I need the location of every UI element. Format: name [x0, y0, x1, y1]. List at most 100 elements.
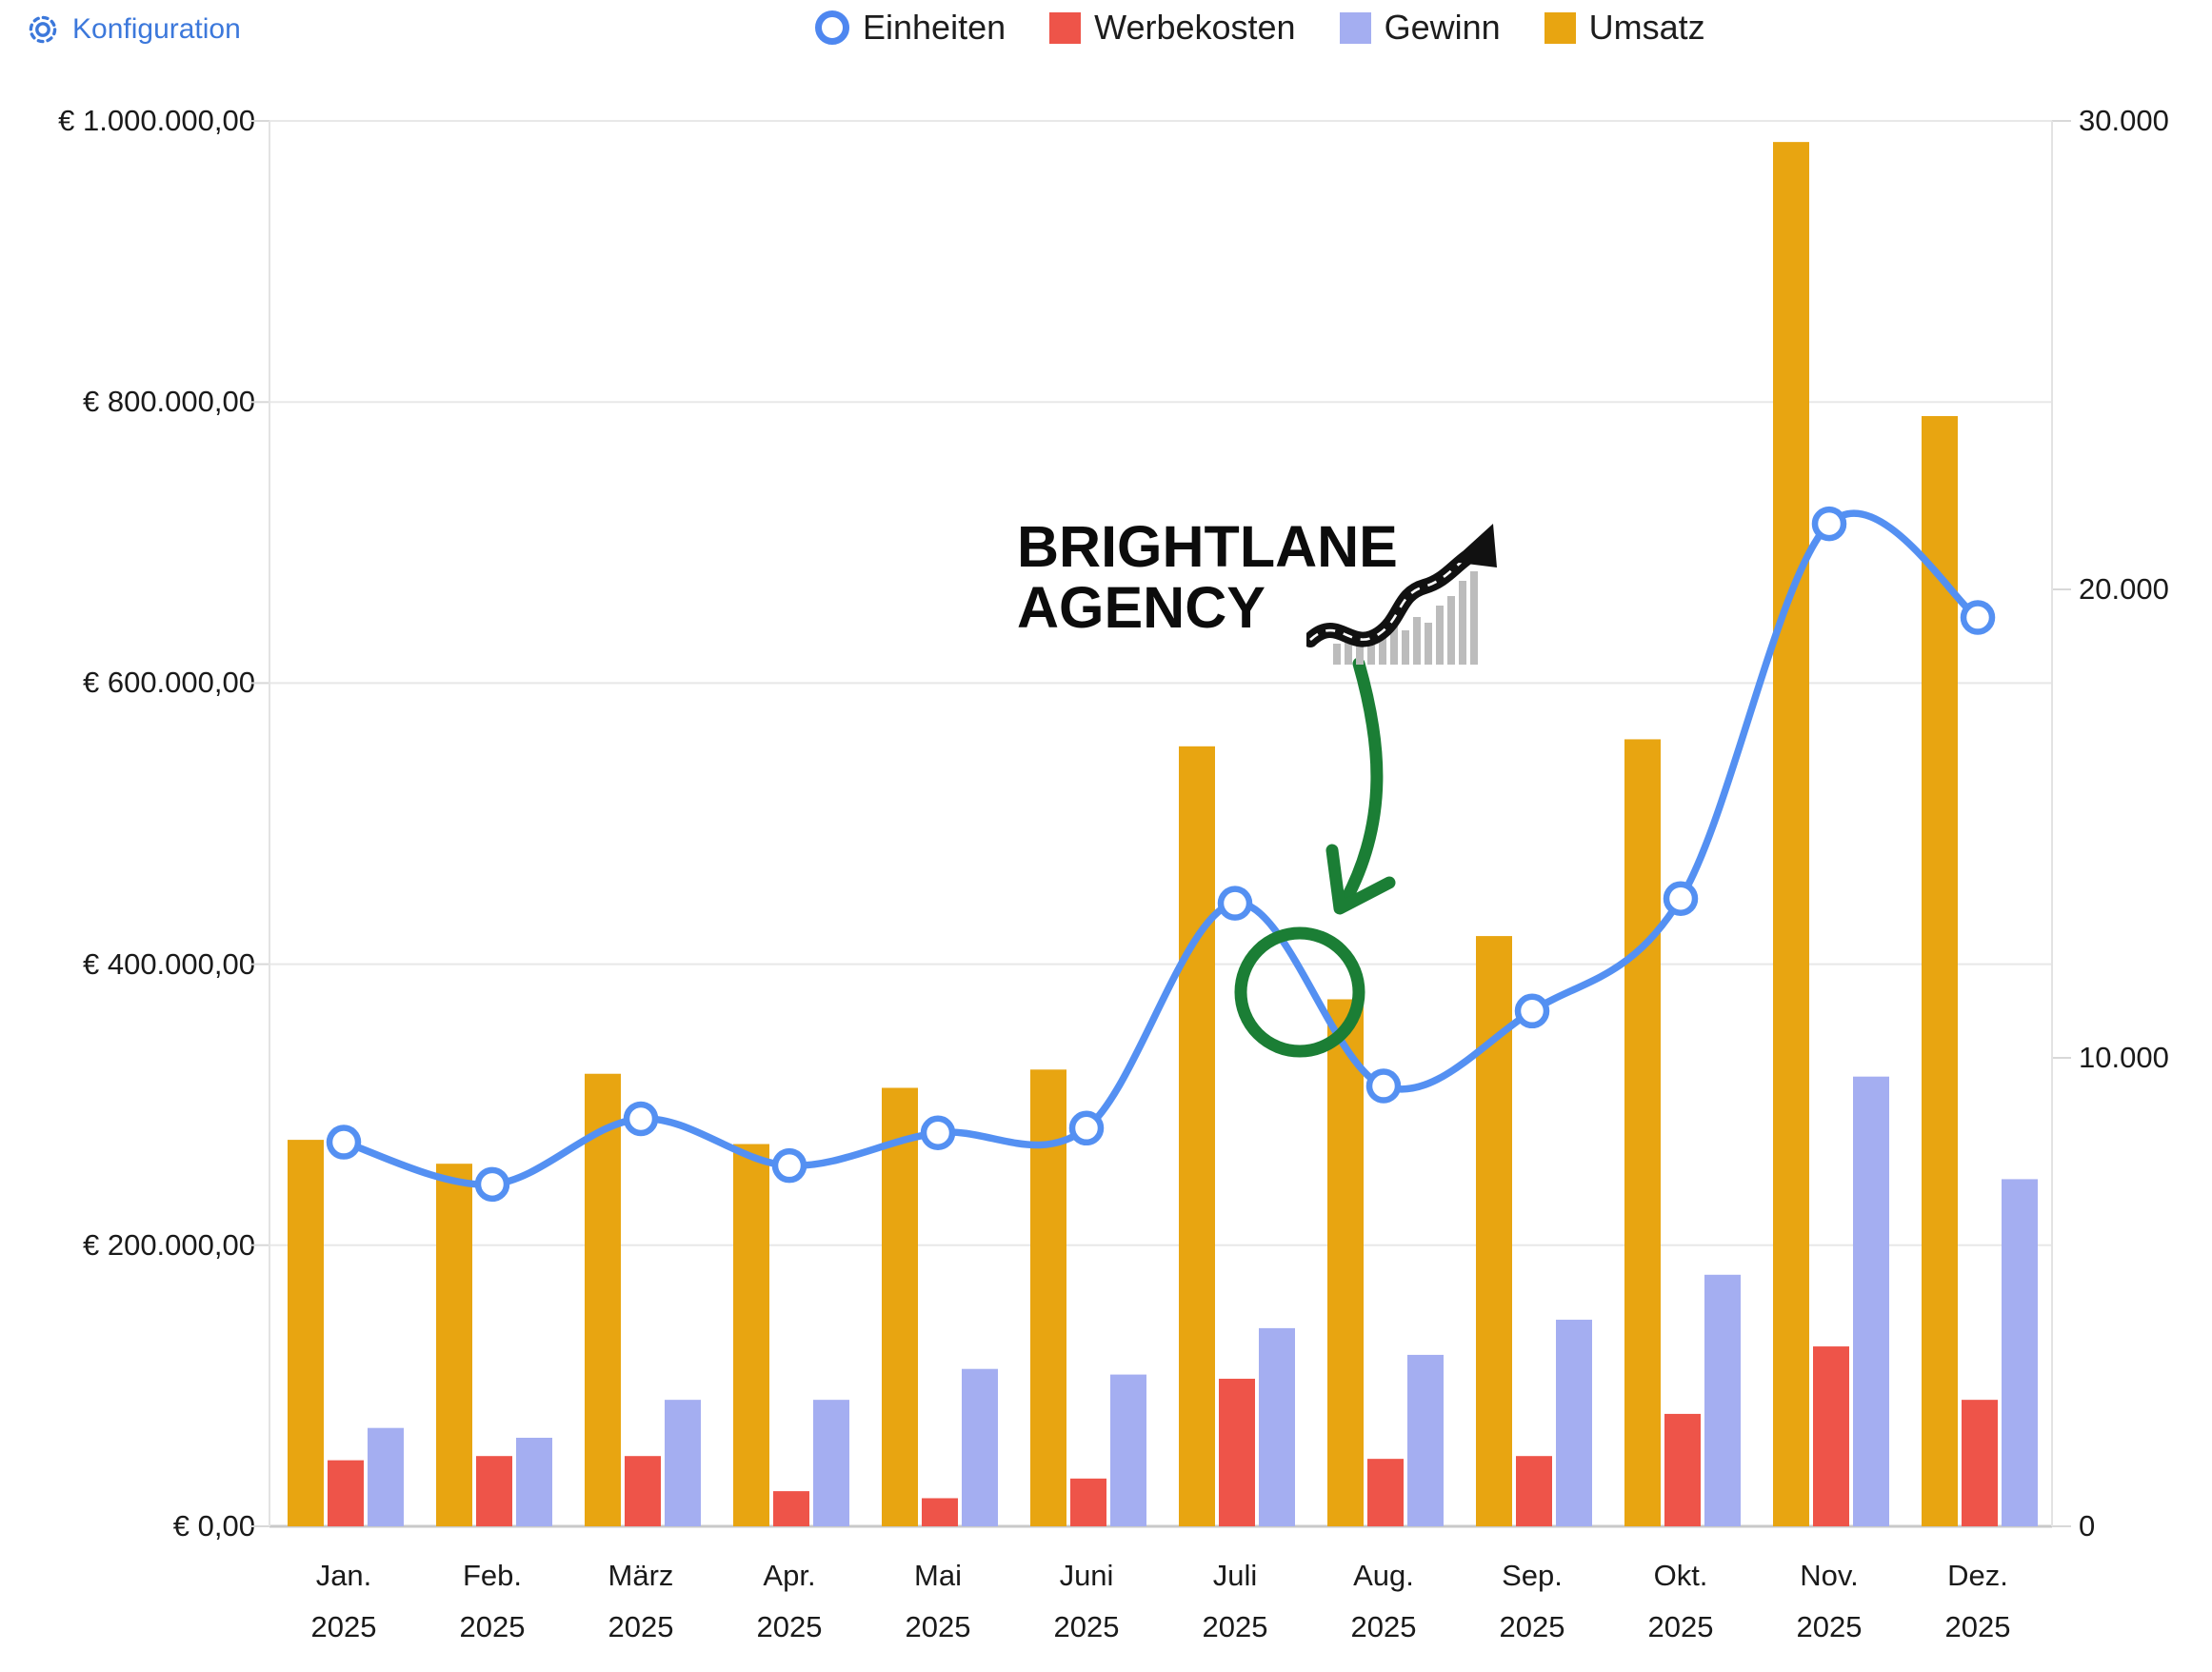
month-label-2: Feb. 2025 [411, 1550, 573, 1653]
month-label-9: Sep. 2025 [1451, 1550, 1613, 1653]
month-label-5: Mai 2025 [857, 1550, 1019, 1653]
einheiten-marker-3 [771, 1147, 807, 1184]
bar-werbekosten-0 [328, 1460, 364, 1526]
einheiten-swatch-icon [815, 10, 849, 45]
month-name: Juni [1059, 1559, 1114, 1592]
right-axis-tick: 20.000 [2079, 572, 2169, 606]
bar-gewinn-5 [1110, 1374, 1146, 1526]
month-name: Jan. [315, 1559, 372, 1592]
left-axis-tick: € 200.000,00 [82, 1227, 255, 1262]
logo-line1: BRIGHTLANE [1017, 514, 1398, 579]
bar-gewinn-10 [1853, 1076, 1889, 1526]
bar-werbekosten-8 [1516, 1456, 1552, 1526]
einheiten-marker-10 [1811, 506, 1847, 542]
bar-gewinn-4 [962, 1368, 998, 1526]
month-label-1: Jan. 2025 [263, 1550, 425, 1653]
bar-umsatz-1 [436, 1164, 472, 1526]
bar-werbekosten-1 [476, 1456, 512, 1526]
einheiten-marker-1 [474, 1166, 510, 1203]
chart-legend: Einheiten Werbekosten Gewinn Umsatz [815, 8, 1705, 48]
month-year: 2025 [756, 1610, 823, 1643]
month-year: 2025 [905, 1610, 971, 1643]
month-year: 2025 [459, 1610, 526, 1643]
month-name: Mai [914, 1559, 962, 1592]
annotation-arrow-head [1325, 844, 1396, 915]
bar-gewinn-9 [1704, 1274, 1741, 1526]
annotation-highlight-circle [1234, 926, 1365, 1058]
month-label-11: Nov. 2025 [1748, 1550, 1910, 1653]
left-axis-tick: € 600.000,00 [82, 666, 255, 700]
bar-werbekosten-11 [1962, 1400, 1998, 1526]
bar-umsatz-0 [288, 1140, 324, 1526]
logo-road-arrow-graphic [1306, 524, 1497, 665]
bar-werbekosten-4 [922, 1498, 958, 1526]
brightlane-logo: BRIGHTLANE AGENCY [1017, 516, 1398, 638]
month-label-6: Juni 2025 [1006, 1550, 1167, 1653]
right-axis-tick: 10.000 [2079, 1041, 2169, 1074]
einheiten-marker-6 [1217, 886, 1253, 921]
left-axis-tick: € 800.000,00 [82, 385, 255, 419]
month-label-10: Okt. 2025 [1600, 1550, 1762, 1653]
legend-label: Werbekosten [1094, 8, 1296, 47]
month-name: Juli [1212, 1559, 1258, 1592]
month-year: 2025 [1796, 1610, 1863, 1643]
right-axis-tick: 0 [2079, 1509, 2096, 1543]
gear-icon [29, 15, 57, 44]
einheiten-marker-5 [1068, 1110, 1105, 1146]
werbekosten-swatch-icon [1049, 11, 1082, 44]
month-year: 2025 [310, 1610, 377, 1643]
month-name: Okt. [1653, 1559, 1708, 1592]
gewinn-swatch-icon [1339, 11, 1371, 44]
month-name: Sep. [1502, 1559, 1563, 1592]
month-label-3: März 2025 [560, 1550, 722, 1653]
month-label-4: Apr. 2025 [708, 1550, 870, 1653]
bar-gewinn-7 [1407, 1354, 1444, 1526]
legend-label: Umsatz [1588, 8, 1705, 47]
bar-werbekosten-9 [1664, 1413, 1701, 1526]
legend-label: Einheiten [863, 8, 1006, 47]
einheiten-marker-4 [920, 1115, 956, 1150]
bar-gewinn-3 [813, 1400, 849, 1526]
bar-werbekosten-10 [1813, 1346, 1849, 1526]
month-name: Feb. [462, 1559, 523, 1592]
einheiten-marker-0 [326, 1125, 362, 1160]
bar-gewinn-6 [1259, 1327, 1295, 1526]
month-name: Dez. [1947, 1559, 2008, 1592]
bar-umsatz-3 [733, 1144, 769, 1526]
month-year: 2025 [1350, 1610, 1417, 1643]
month-name: Nov. [1800, 1559, 1859, 1592]
bar-umsatz-7 [1327, 999, 1364, 1526]
bar-umsatz-2 [585, 1073, 621, 1526]
month-label-8: Aug. 2025 [1303, 1550, 1465, 1653]
umsatz-swatch-icon [1544, 11, 1576, 44]
month-name: Apr. [763, 1559, 816, 1592]
month-year: 2025 [1053, 1610, 1120, 1643]
bar-umsatz-6 [1179, 746, 1215, 1526]
bar-gewinn-11 [2002, 1179, 2038, 1526]
legend-item-umsatz[interactable]: Umsatz [1544, 8, 1705, 48]
bar-gewinn-0 [368, 1427, 404, 1526]
annotation-arrow-shaft [1339, 657, 1384, 907]
month-year: 2025 [1647, 1610, 1714, 1643]
bar-werbekosten-7 [1367, 1459, 1404, 1526]
month-year: 2025 [1944, 1610, 2011, 1643]
configuration-label: Konfiguration [72, 13, 241, 45]
einheiten-marker-2 [623, 1101, 659, 1137]
bar-umsatz-11 [1922, 415, 1958, 1527]
einheiten-marker-11 [1960, 600, 1996, 635]
bar-gewinn-8 [1556, 1320, 1592, 1526]
bar-umsatz-9 [1624, 739, 1661, 1526]
bar-werbekosten-3 [773, 1491, 809, 1526]
legend-item-werbekosten[interactable]: Werbekosten [1049, 8, 1296, 48]
einheiten-marker-9 [1663, 881, 1699, 916]
left-axis-tick: € 400.000,00 [82, 946, 255, 981]
configuration-button[interactable]: Konfiguration [25, 11, 241, 48]
legend-item-gewinn[interactable]: Gewinn [1339, 8, 1501, 48]
legend-item-einheiten[interactable]: Einheiten [815, 8, 1006, 48]
bar-werbekosten-2 [625, 1456, 661, 1526]
month-year: 2025 [1499, 1610, 1565, 1643]
einheiten-marker-8 [1514, 993, 1550, 1029]
right-axis-tick: 30.000 [2079, 104, 2169, 137]
left-axis-tick: € 1.000.000,00 [58, 104, 255, 137]
